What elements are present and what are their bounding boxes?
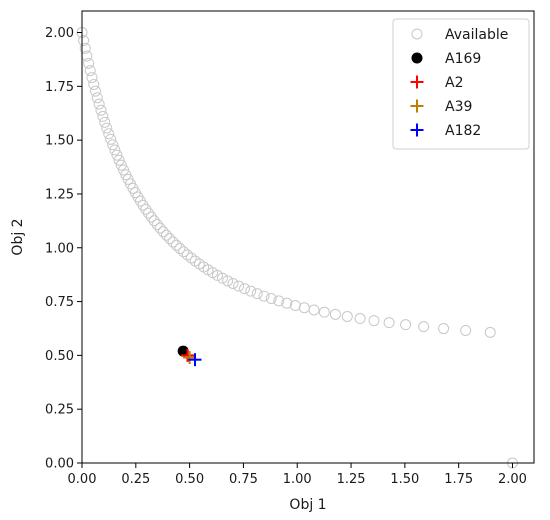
data-point-available	[85, 66, 95, 76]
data-point-available	[82, 51, 92, 61]
data-point-available	[330, 309, 340, 319]
data-point-available	[259, 291, 269, 301]
legend-label: A169	[445, 51, 481, 67]
x-tick-label: 1.00	[283, 472, 312, 487]
y-tick-label: 2.00	[45, 26, 74, 41]
legend: Available A169 A2 A39 A182	[393, 19, 529, 149]
data-point-available	[94, 99, 104, 109]
data-point-available	[319, 307, 329, 317]
data-point-available	[104, 129, 114, 139]
x-tick-label: 0.00	[68, 472, 97, 487]
x-tick-label: 1.75	[444, 472, 473, 487]
data-point-available	[252, 289, 262, 299]
data-point-available	[246, 286, 256, 296]
legend-label: A39	[445, 99, 472, 115]
data-point-available	[100, 117, 110, 127]
data-point-available	[234, 281, 244, 291]
data-point-available	[369, 316, 379, 326]
data-point-available	[384, 318, 394, 328]
data-point-available	[485, 327, 495, 337]
data-point-available	[299, 303, 309, 313]
data-point-available	[84, 58, 94, 68]
data-point-available	[89, 79, 99, 89]
data-point-available	[102, 123, 112, 133]
data-point-available	[401, 320, 411, 330]
data-point-available	[355, 314, 365, 324]
legend-label: Available	[445, 27, 508, 43]
legend-label: A2	[445, 75, 463, 91]
y-tick-label: 1.25	[45, 187, 74, 202]
data-point-available	[439, 324, 449, 334]
y-tick-label: 1.75	[45, 80, 74, 95]
data-point-available	[96, 105, 106, 115]
y-tick-label: 0.25	[45, 403, 74, 418]
y-tick-label: 0.75	[45, 295, 74, 310]
x-tick-label: 1.25	[337, 472, 366, 487]
x-tick-label: 0.25	[121, 472, 150, 487]
y-tick-label: 1.50	[45, 134, 74, 149]
data-point-available	[419, 322, 429, 332]
data-point-available	[461, 325, 471, 335]
y-axis-title: Obj 2	[10, 218, 26, 255]
data-point-available	[106, 134, 116, 144]
data-point-available	[98, 111, 108, 121]
legend-label: A182	[445, 123, 481, 139]
x-tick-label: 1.50	[390, 472, 419, 487]
y-tick-label: 0.50	[45, 349, 74, 364]
x-tick-label: 2.00	[498, 472, 527, 487]
data-point-available	[90, 86, 100, 96]
data-point-available	[342, 311, 352, 321]
data-point-available	[309, 305, 319, 315]
y-axis: 0.00 0.25 0.50 0.75 1.00 1.25 1.50 1.75 2.00	[45, 26, 82, 471]
x-tick-label: 0.75	[229, 472, 258, 487]
x-tick-label: 0.50	[175, 472, 204, 487]
x-axis-title: Obj 1	[289, 497, 326, 513]
data-point-available	[92, 93, 102, 103]
y-tick-label: 1.00	[45, 241, 74, 256]
y-tick-label: 0.00	[45, 457, 74, 472]
legend-marker	[412, 53, 423, 64]
x-axis: 0.00 0.25 0.50 0.75 1.00 1.25 1.50 1.75 2.00	[68, 463, 527, 487]
data-point-available	[240, 284, 250, 294]
data-point-available	[290, 300, 300, 310]
data-point-available	[87, 73, 97, 83]
